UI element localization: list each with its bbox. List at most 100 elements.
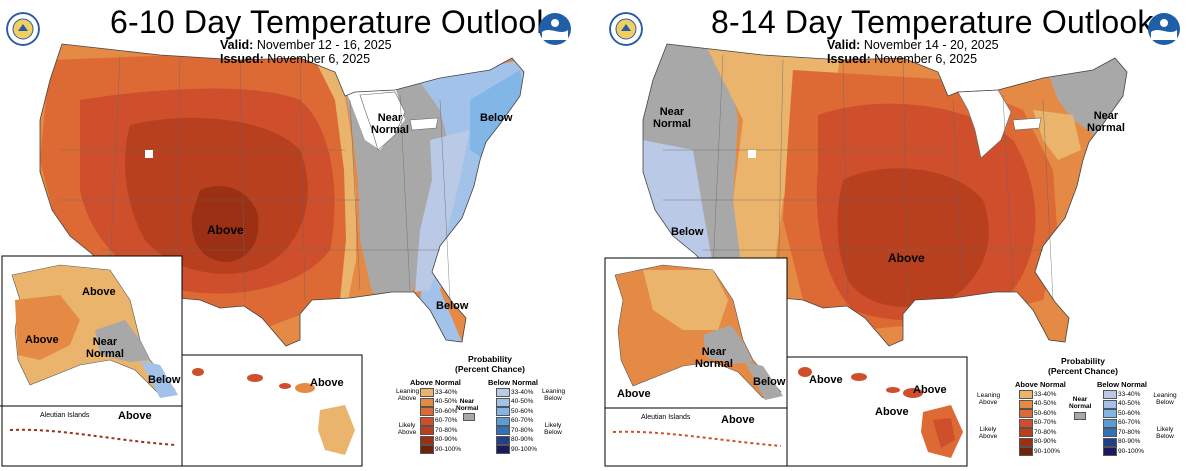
- commerce-seal-icon: [6, 12, 40, 46]
- label-hi-above-3: Above: [875, 406, 909, 418]
- legend-above-range: 60-70%: [1034, 419, 1057, 426]
- noaa-logo-icon: [539, 13, 571, 45]
- legend-below-range: 60-70%: [511, 417, 534, 424]
- label-ak-near-normal: Near Normal: [86, 336, 124, 360]
- legend-below-range: 90-100%: [511, 445, 538, 453]
- label-below-ne: Below: [480, 112, 513, 124]
- label-ak-above: Above: [617, 388, 651, 400]
- legend-above-swatch: [420, 435, 434, 445]
- legend-below-range: 50-60%: [1118, 409, 1141, 417]
- legend-above-swatch: [420, 388, 434, 397]
- alaska-north-band: [643, 270, 728, 330]
- legend-below-swatch: [1103, 390, 1117, 399]
- issued-date: Issued: November 6, 2025: [827, 52, 978, 66]
- label-ak-near-normal: Near Normal: [695, 346, 733, 370]
- label-hi-above-2: Above: [913, 384, 947, 396]
- legend-above-swatch: [420, 416, 434, 426]
- map-6-10-canvas: [0, 43, 525, 467]
- alaska-panhandle-below: [140, 360, 178, 398]
- legend-leaning-below: Leaning Below: [1153, 392, 1177, 406]
- legend-above-swatch: [1019, 399, 1033, 409]
- legend-near-swatch: [1074, 412, 1086, 420]
- label-above-main: Above: [207, 223, 244, 237]
- label-near-normal-ne: Near Normal: [371, 112, 409, 136]
- legend-right: Probability (Percent Chance) Above Normal…: [975, 356, 1201, 466]
- legend-likely-below: Likely Below: [1156, 426, 1174, 440]
- legend-left: Probability (Percent Chance) Above Normal…: [396, 354, 596, 466]
- legend-below-swatch: [496, 407, 510, 416]
- commerce-seal-icon: [609, 12, 643, 46]
- legend-likely-above: Likely Above: [978, 426, 998, 440]
- legend-below-swatch: [1103, 447, 1117, 456]
- label-aleutian-above: Above: [721, 414, 755, 426]
- label-aleutian: Aleutian Islands: [40, 412, 90, 419]
- lake-erie: [409, 117, 439, 131]
- legend-above-range: 40-50%: [1034, 400, 1057, 407]
- legend-above-head: Above Normal: [410, 378, 461, 387]
- legend-above-swatch: [1019, 409, 1033, 418]
- legend-below-range: 70-80%: [1118, 428, 1141, 436]
- legend-below-swatch: [1103, 399, 1117, 409]
- legend-below-swatch: [496, 388, 510, 397]
- legend-near-normal: Near Normal: [1069, 396, 1092, 410]
- alaska-panhandle: [745, 362, 783, 400]
- legend-below-range: 40-50%: [1118, 400, 1141, 407]
- legend-above-range: 33-40%: [435, 388, 458, 396]
- label-ak-above-n: Above: [82, 286, 116, 298]
- label-aleutian-above: Above: [118, 410, 152, 422]
- legend-above-swatch: [1019, 390, 1033, 399]
- legend-likely-below: Likely Below: [544, 422, 562, 436]
- label-hi-above-1: Above: [809, 374, 843, 386]
- legend-title: Probability (Percent Chance): [1048, 356, 1118, 376]
- legend-above-range: 90-100%: [435, 445, 462, 453]
- label-below-ca: Below: [671, 226, 704, 238]
- legend-above-head: Above Normal: [1015, 380, 1066, 389]
- legend-above-range: 50-60%: [1034, 409, 1057, 417]
- legend-below-swatch: [496, 435, 510, 445]
- map-title: 8-14 Day Temperature Outlook: [711, 4, 1154, 40]
- legend-leaning-below: Leaning Below: [542, 388, 566, 402]
- alaska-near-normal: [703, 325, 753, 364]
- legend-leaning-above: Leaning Above: [396, 388, 420, 402]
- legend-below-range: 70-80%: [511, 426, 534, 434]
- legend-below-range: 40-50%: [511, 398, 534, 405]
- legend-above-swatch: [1019, 447, 1033, 456]
- legend-below-swatch: [496, 397, 510, 407]
- alaska-west-band: [15, 295, 80, 360]
- legend-above-range: 60-70%: [435, 417, 458, 424]
- alaska-near-normal: [95, 320, 150, 362]
- label-aleutian: Aleutian Islands: [641, 414, 691, 421]
- state-lines: [60, 54, 451, 301]
- legend-likely-above: Likely Above: [397, 422, 417, 436]
- legend-below-range: 80-90%: [511, 436, 534, 443]
- legend-above-range: 50-60%: [435, 407, 458, 415]
- label-above-main: Above: [888, 251, 925, 265]
- great-lakes: [359, 91, 406, 151]
- legend-above-range: 70-80%: [1034, 428, 1057, 436]
- legend-below-range: 90-100%: [1118, 447, 1145, 455]
- great-salt-lake: [145, 150, 153, 158]
- legend-above-swatch: [1019, 437, 1033, 447]
- valid-dates: Valid: November 14 - 20, 2025: [827, 38, 999, 52]
- legend-below-range: 33-40%: [511, 388, 534, 396]
- legend-above-swatch: [1019, 428, 1033, 437]
- legend-above-range: 33-40%: [1034, 390, 1057, 398]
- legend-above-swatch: [420, 426, 434, 435]
- map-title: 6-10 Day Temperature Outlook: [110, 4, 553, 40]
- label-ak-below: Below: [753, 376, 786, 388]
- panel-divider: [598, 0, 603, 471]
- label-ak-above-w: Above: [25, 334, 59, 346]
- label-below-fl: Below: [436, 300, 469, 312]
- legend-leaning-above: Leaning Above: [977, 392, 1001, 406]
- legend-above-swatch: [420, 407, 434, 416]
- label-ak-below: Below: [148, 374, 181, 386]
- legend-below-head: Below Normal: [1097, 380, 1148, 389]
- legend-below-range: 80-90%: [1118, 438, 1141, 445]
- legend-above-range: 80-90%: [435, 436, 458, 443]
- state-lines: [663, 54, 1054, 301]
- issued-date: Issued: November 6, 2025: [220, 52, 371, 66]
- legend-below-swatch: [496, 445, 510, 454]
- map-8-14-canvas: [604, 43, 1128, 467]
- outlook-map-6-10-day: 6-10 Day Temperature Outlook Valid: Nove…: [0, 0, 598, 471]
- legend-below-swatch: [1103, 428, 1117, 437]
